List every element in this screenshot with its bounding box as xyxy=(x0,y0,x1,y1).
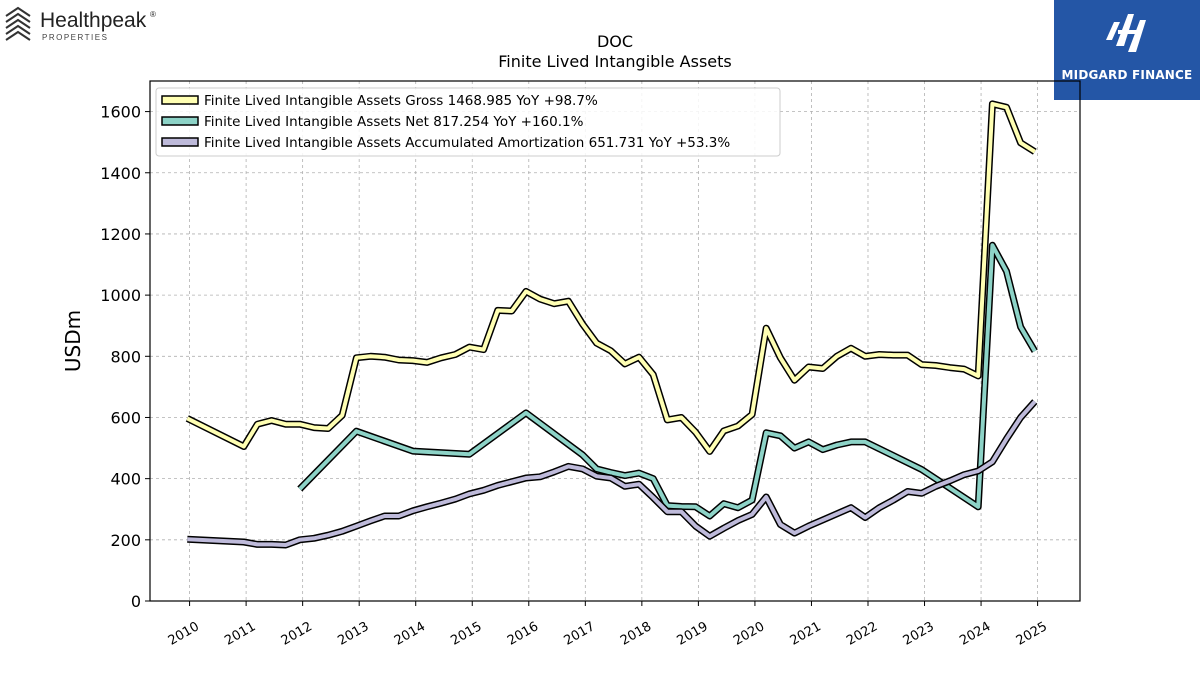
legend-entry: Finite Lived Intangible Assets Accumulat… xyxy=(204,135,730,151)
x-tick-label: 2014 xyxy=(392,619,428,649)
series-line-2 xyxy=(187,400,1037,547)
y-tick-label: 600 xyxy=(110,408,141,427)
midgard-logo: MIDGARD FINANCE xyxy=(1054,0,1200,100)
chart-title: DOC xyxy=(596,32,634,51)
chevron-stack-icon xyxy=(5,6,31,41)
series-line-0 xyxy=(186,101,1036,454)
y-tick-label: 1000 xyxy=(100,286,141,305)
y-tick-label: 1400 xyxy=(100,164,141,183)
x-tick-label: 2016 xyxy=(505,619,541,649)
series-line-1 xyxy=(298,243,1037,518)
brand-right-name: MIDGARD FINANCE xyxy=(1061,68,1193,82)
y-tick-label: 200 xyxy=(110,531,141,550)
x-tick-label: 2011 xyxy=(222,619,258,649)
healthpeak-logo-mark: Healthpeak ® PROPERTIES xyxy=(5,6,156,42)
x-tick-label: 2018 xyxy=(618,619,654,649)
x-tick-label: 2013 xyxy=(335,619,371,649)
x-tick-label: 2015 xyxy=(448,619,484,649)
chart-title-block: DOC Finite Lived Intangible Assets xyxy=(0,32,1200,72)
axes: 0 200 400 600 800 1000 1200 1400 1600 2010 2011 201… xyxy=(61,103,1050,649)
x-tick-label: 2017 xyxy=(561,619,597,649)
y-axis-label: USDm xyxy=(61,310,85,372)
x-tick-label: 2025 xyxy=(1014,619,1050,649)
y-tick-label: 0 xyxy=(131,592,141,611)
y-tick-label: 1200 xyxy=(100,225,141,244)
series-lines xyxy=(185,100,1038,549)
legend-entry: Finite Lived Intangible Assets Gross 146… xyxy=(204,93,598,109)
brand-left-name: Healthpeak xyxy=(40,9,147,32)
y-tick-label: 1600 xyxy=(100,103,141,122)
y-tick-label: 400 xyxy=(110,470,141,489)
plot-frame xyxy=(149,80,1081,602)
healthpeak-logo: Healthpeak ® PROPERTIES xyxy=(4,4,174,48)
midgard-mark-icon xyxy=(1106,14,1146,52)
legend-swatch xyxy=(161,137,199,147)
brand-left-sub: PROPERTIES xyxy=(42,33,108,42)
legend-box xyxy=(155,87,781,157)
y-tick-label: 800 xyxy=(110,347,141,366)
x-tick-label: 2019 xyxy=(675,619,711,649)
chart-subtitle: Finite Lived Intangible Assets xyxy=(498,52,732,71)
legend-swatch xyxy=(161,95,199,105)
x-tick-label: 2010 xyxy=(166,619,202,649)
x-tick-label: 2021 xyxy=(788,619,824,649)
legend-swatch xyxy=(161,116,199,126)
grid xyxy=(150,81,1080,602)
x-tick-label: 2024 xyxy=(957,619,993,649)
x-tick-label: 2022 xyxy=(844,619,880,649)
x-tick-label: 2023 xyxy=(901,619,937,649)
brand-left-reg: ® xyxy=(150,10,156,19)
x-tick-label: 2020 xyxy=(731,619,767,649)
legend: Finite Lived Intangible Assets Gross 146… xyxy=(155,87,781,157)
legend-entry: Finite Lived Intangible Assets Net 817.2… xyxy=(204,114,584,130)
x-tick-label: 2012 xyxy=(279,619,315,649)
